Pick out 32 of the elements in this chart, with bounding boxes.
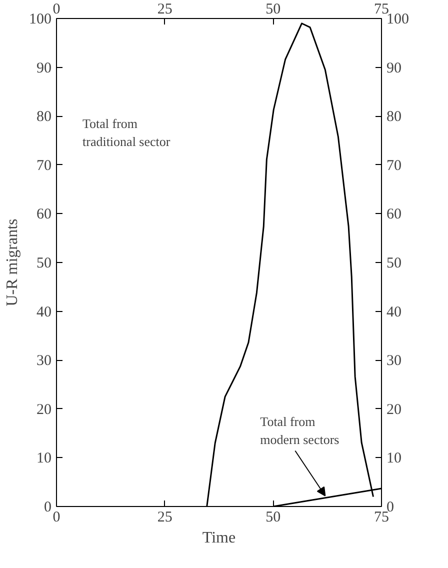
x-axis-title: Time	[202, 530, 236, 546]
x-tick-label: 50	[266, 2, 281, 18]
y-tick-label: 30	[36, 353, 52, 370]
y-tick-label: 10	[36, 450, 52, 467]
y-axis-title: U-R migrants	[4, 218, 21, 306]
x-tick-label: 75	[374, 2, 389, 18]
y-tick-label: 80	[36, 109, 52, 126]
y2-tick-label: 60	[386, 206, 402, 223]
y-tick-label: 0	[44, 500, 52, 516]
y2-tick-label: 100	[386, 12, 409, 28]
y-tick-label: 50	[36, 256, 52, 272]
y-tick-label: 70	[36, 158, 52, 174]
x2-tick-label: 75	[374, 510, 389, 526]
y2-tick-label: 90	[386, 60, 402, 76]
y-tick-label: 90	[36, 60, 52, 76]
y-tick-label: 100	[29, 12, 52, 28]
y2-tick-label: 0	[386, 500, 394, 516]
y2-tick-label: 40	[386, 304, 402, 320]
annotation: Total from modern sectors	[260, 414, 340, 447]
y2-tick-label: 70	[386, 158, 402, 174]
x2-tick-label: 50	[266, 510, 281, 526]
y2-tick-label: 80	[386, 109, 402, 126]
y-tick-label: 20	[36, 402, 52, 418]
y-tick-label: 60	[36, 206, 52, 223]
y2-tick-label: 20	[386, 402, 402, 418]
y-tick-label: 40	[36, 304, 52, 320]
y2-tick-label: 30	[386, 353, 402, 370]
y2-tick-label: 50	[386, 256, 402, 272]
annotation: Total from traditional sector	[82, 116, 171, 150]
y2-tick-label: 10	[386, 450, 402, 467]
x2-tick-label: 25	[157, 510, 172, 526]
x-tick-label: 25	[157, 2, 172, 18]
